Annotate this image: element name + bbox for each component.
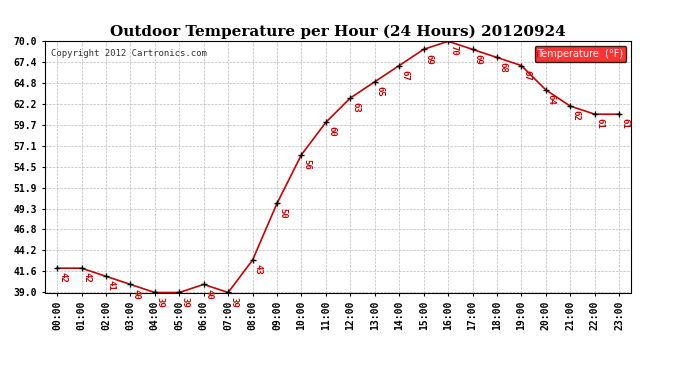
- Text: 70: 70: [449, 45, 458, 56]
- Text: 69: 69: [473, 54, 482, 64]
- Text: 68: 68: [498, 62, 507, 72]
- Text: 39: 39: [229, 297, 238, 307]
- Text: 40: 40: [205, 288, 214, 299]
- Text: Copyright 2012 Cartronics.com: Copyright 2012 Cartronics.com: [51, 49, 206, 58]
- Text: 40: 40: [131, 288, 141, 299]
- Text: 61: 61: [595, 118, 604, 129]
- Legend: Temperature  (°F): Temperature (°F): [535, 46, 627, 62]
- Text: 62: 62: [571, 110, 580, 121]
- Text: 41: 41: [107, 280, 116, 291]
- Text: 39: 39: [156, 297, 165, 307]
- Text: 60: 60: [327, 126, 336, 137]
- Text: 56: 56: [302, 159, 311, 170]
- Text: 63: 63: [351, 102, 360, 113]
- Text: 67: 67: [400, 70, 409, 81]
- Text: 39: 39: [180, 297, 189, 307]
- Text: 50: 50: [278, 207, 287, 218]
- Text: 69: 69: [424, 54, 434, 64]
- Title: Outdoor Temperature per Hour (24 Hours) 20120924: Outdoor Temperature per Hour (24 Hours) …: [110, 24, 566, 39]
- Text: 64: 64: [547, 94, 556, 105]
- Text: 61: 61: [620, 118, 629, 129]
- Text: 65: 65: [376, 86, 385, 97]
- Text: 67: 67: [522, 70, 531, 81]
- Text: 43: 43: [254, 264, 263, 275]
- Text: 42: 42: [58, 272, 67, 283]
- Text: 42: 42: [83, 272, 92, 283]
